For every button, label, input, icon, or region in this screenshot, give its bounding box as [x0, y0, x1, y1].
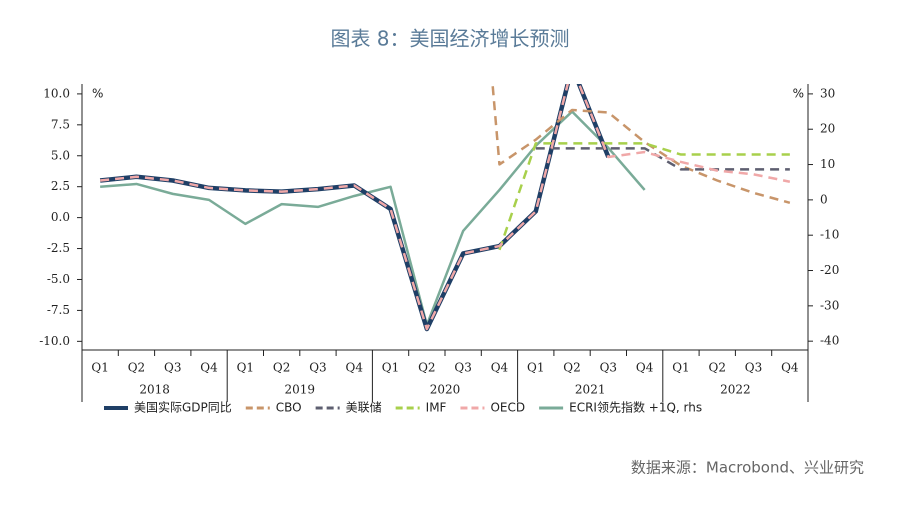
y2-tick-label: -20 — [820, 263, 839, 277]
x-tick-label: Q1 — [237, 361, 254, 375]
y-tick-label: -5.0 — [47, 272, 70, 286]
year-label: 2019 — [285, 383, 316, 397]
legend-label: 美国实际GDP同比 — [134, 400, 232, 415]
y-unit: % — [92, 87, 103, 101]
x-tick-label: Q3 — [454, 361, 471, 375]
legend-label: 美联储 — [346, 400, 382, 415]
x-tick-label: Q1 — [527, 361, 544, 375]
x-tick-label: Q2 — [273, 361, 290, 375]
x-tick-label: Q1 — [382, 361, 399, 375]
y2-tick-label: 30 — [820, 86, 835, 100]
series-line — [535, 147, 790, 171]
series-line — [100, 110, 646, 327]
y2-tick-label: -10 — [820, 228, 839, 242]
year-label: 2018 — [139, 383, 170, 397]
x-tick-label: Q4 — [491, 361, 509, 375]
year-label: 2020 — [430, 383, 461, 397]
x-tick-label: Q1 — [672, 361, 689, 375]
x-tick-label: Q2 — [418, 361, 435, 375]
legend-label: OECD — [490, 401, 525, 415]
x-tick-label: Q2 — [128, 361, 145, 375]
y-tick-label: -7.5 — [47, 303, 70, 317]
series-line — [498, 142, 790, 251]
y2-tick-label: 0 — [820, 192, 828, 206]
series-line — [99, 84, 611, 332]
y-tick-label: -2.5 — [47, 241, 70, 255]
series-line — [491, 84, 791, 204]
x-tick-label: Q2 — [709, 361, 726, 375]
y-tick-label: 2.5 — [51, 179, 70, 193]
y-tick-label: 7.5 — [51, 117, 70, 131]
y-tick-label: 0.0 — [51, 210, 70, 224]
y-tick-label: 10.0 — [43, 86, 70, 100]
y2-tick-label: 10 — [820, 157, 835, 171]
year-label: 2021 — [575, 383, 606, 397]
y-tick-label: 5.0 — [51, 148, 70, 162]
legend-label: CBO — [276, 401, 302, 415]
plot-area — [99, 84, 791, 332]
year-label: 2022 — [720, 383, 751, 397]
legend-label: ECRI领先指数 +1Q, rhs — [569, 400, 702, 415]
x-tick-label: Q3 — [164, 361, 181, 375]
series-line — [100, 84, 791, 331]
x-tick-label: Q3 — [600, 361, 617, 375]
chart-title: 图表 8：美国经济增长预测 — [330, 27, 569, 51]
x-tick-label: Q4 — [636, 361, 654, 375]
x-tick-label: Q4 — [781, 361, 799, 375]
x-tick-label: Q4 — [346, 361, 364, 375]
x-tick-label: Q4 — [200, 361, 218, 375]
x-tick-label: Q3 — [745, 361, 762, 375]
y2-tick-label: -40 — [820, 334, 839, 348]
source-note: 数据来源：Macrobond、兴业研究 — [631, 459, 864, 477]
y2-tick-label: 20 — [820, 122, 835, 136]
legend-label: IMF — [426, 401, 447, 415]
y-tick-label: -10.0 — [39, 334, 70, 348]
x-tick-label: Q3 — [309, 361, 326, 375]
y2-tick-label: -30 — [820, 298, 839, 312]
x-tick-label: Q1 — [91, 361, 108, 375]
y2-unit: % — [793, 87, 804, 101]
x-tick-label: Q2 — [563, 361, 580, 375]
